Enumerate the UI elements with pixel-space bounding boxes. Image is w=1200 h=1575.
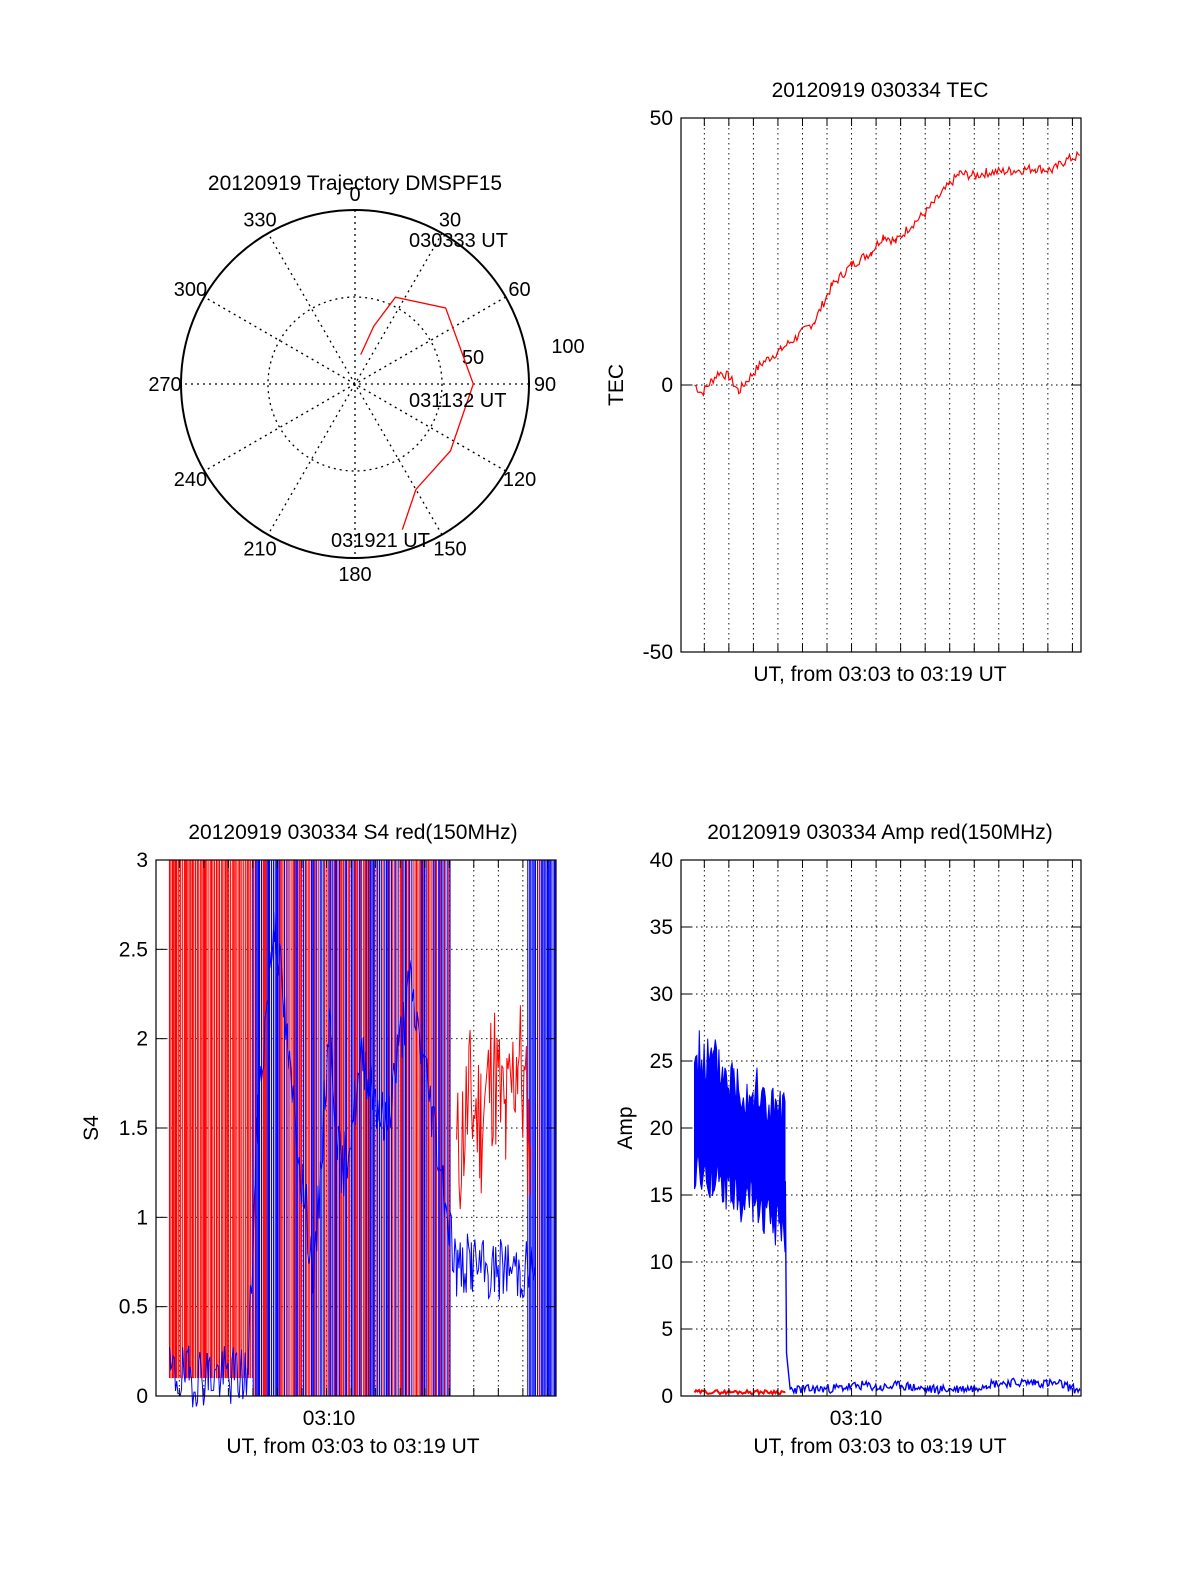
polar-angle-label-330: 330 (243, 209, 276, 231)
amp-panel: 20120919 030334 Amp red(150MHz) 0 5 10 15 20… (614, 821, 1082, 1458)
s4-ytick-label-1: 1 (136, 1206, 148, 1229)
polar-angle-label-60: 60 (508, 279, 530, 301)
amp-ytick-label-10: 10 (650, 1251, 673, 1274)
polar-grid (181, 210, 529, 558)
polar-angle-labels: 0 30 60 90 120 150 180 210 240 270 300 330 (148, 184, 556, 586)
polar-angle-label-270: 270 (148, 374, 181, 396)
polar-ring-50 (267, 296, 443, 472)
polar-outer-ring (180, 209, 530, 559)
polar-radius-label-100: 100 (551, 336, 584, 358)
amp-title: 20120919 030334 Amp red(150MHz) (707, 821, 1053, 844)
s4-panel: 20120919 030334 S4 red(150MHz) 0 0.5 1 1.5 2… (80, 821, 557, 1458)
tec-ytick-label-50: 50 (650, 107, 673, 130)
s4-y-axis-label: S4 (80, 1115, 103, 1141)
tec-ytick-label-0: 0 (661, 374, 673, 397)
amp-ytick-label-35: 35 (650, 916, 673, 939)
tec-ticks: -50 0 50 (643, 107, 1081, 664)
amp-ytick-label-15: 15 (650, 1184, 673, 1207)
s4-x-tick-label: 03:10 (303, 1407, 356, 1430)
polar-angle-label-30: 30 (439, 209, 461, 231)
trajectory-end-label: 031921 UT (331, 530, 430, 552)
polar-angle-label-0: 0 (349, 184, 360, 206)
polar-angle-label-90: 90 (534, 374, 556, 396)
polar-angle-label-300: 300 (174, 279, 207, 301)
s4-red-series (456, 1005, 531, 1210)
polar-radius-label-50: 50 (462, 347, 484, 369)
s4-ytick-label-2: 2 (136, 1028, 148, 1051)
amp-x-axis-label: UT, from 03:03 to 03:19 UT (753, 1435, 1006, 1458)
s4-x-axis-label: UT, from 03:03 to 03:19 UT (226, 1435, 479, 1458)
polar-angle-label-240: 240 (174, 469, 207, 491)
amp-grid (681, 860, 1081, 1396)
trajectory-title: 20120919 Trajectory DMSPF15 (208, 172, 502, 195)
trajectory-start-label: 030333 UT (409, 230, 508, 252)
amp-ytick-label-40: 40 (650, 849, 673, 872)
polar-spoke-150 (267, 232, 443, 536)
tec-title: 20120919 030334 TEC (772, 79, 989, 102)
s4-blue-series (169, 912, 536, 1408)
polar-angle-label-210: 210 (243, 539, 276, 561)
tec-series-line (694, 150, 1081, 397)
polar-angle-label-120: 120 (503, 469, 536, 491)
tec-grid (681, 118, 1081, 652)
amp-ytick-label-5: 5 (661, 1318, 673, 1341)
tec-ytick-label--50: -50 (643, 641, 673, 664)
s4-ytick-label-0.5: 0.5 (119, 1296, 148, 1319)
trajectory-line (360, 296, 475, 530)
s4-title: 20120919 030334 S4 red(150MHz) (188, 821, 517, 844)
amp-blue-noise-band (694, 1030, 786, 1253)
tec-panel: 20120919 030334 TEC -50 0 50 UT, from 03:0… (605, 79, 1082, 686)
amp-ytick-label-25: 25 (650, 1050, 673, 1073)
s4-ytick-label-2.5: 2.5 (119, 938, 148, 961)
amp-ytick-label-30: 30 (650, 983, 673, 1006)
amp-ytick-label-20: 20 (650, 1117, 673, 1140)
s4-ytick-label-1.5: 1.5 (119, 1117, 148, 1140)
s4-ticks: 0 0.5 1 1.5 2 2.5 3 (119, 849, 556, 1408)
amp-ytick-label-0: 0 (661, 1385, 673, 1408)
amp-blue-series (784, 1181, 1081, 1396)
tec-y-axis-label: TEC (605, 364, 628, 406)
amp-ticks: 0 5 10 15 20 25 30 35 40 (650, 849, 1081, 1408)
amp-red-series (693, 1388, 786, 1397)
trajectory-panel: 20120919 Trajectory DMSPF15 0 30 60 90 120 15… (148, 172, 584, 586)
s4-ytick-label-3: 3 (136, 849, 148, 872)
amp-x-tick-label: 03:10 (830, 1407, 883, 1430)
s4-ytick-label-0: 0 (136, 1385, 148, 1408)
tec-x-axis-label: UT, from 03:03 to 03:19 UT (753, 663, 1006, 686)
amp-y-axis-label: Amp (614, 1106, 637, 1149)
polar-angle-label-150: 150 (433, 539, 466, 561)
polar-angle-label-180: 180 (338, 564, 371, 586)
trajectory-mid-label: 031132 UT (409, 390, 506, 412)
